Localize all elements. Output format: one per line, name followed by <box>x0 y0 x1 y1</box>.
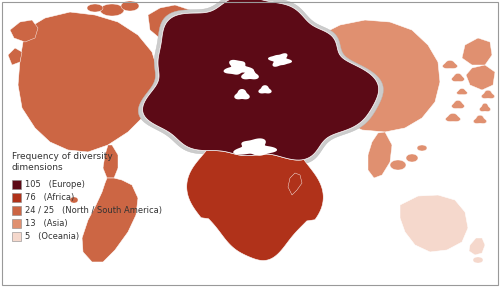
Polygon shape <box>10 20 38 42</box>
Polygon shape <box>82 178 138 262</box>
Polygon shape <box>138 0 384 164</box>
Polygon shape <box>18 12 158 152</box>
Text: 76   (Africa): 76 (Africa) <box>25 193 74 202</box>
Polygon shape <box>241 69 259 79</box>
Polygon shape <box>318 20 440 132</box>
Polygon shape <box>473 257 483 263</box>
Polygon shape <box>446 113 460 121</box>
Polygon shape <box>233 138 277 156</box>
Polygon shape <box>466 65 495 90</box>
Polygon shape <box>224 60 254 75</box>
Text: 105   (Europe): 105 (Europe) <box>25 180 85 189</box>
Polygon shape <box>456 89 468 95</box>
Polygon shape <box>100 4 124 16</box>
Polygon shape <box>234 89 250 99</box>
Polygon shape <box>417 145 427 151</box>
Polygon shape <box>87 4 103 12</box>
Polygon shape <box>480 103 490 111</box>
Polygon shape <box>442 60 458 69</box>
Text: 24 / 25   (North / South America): 24 / 25 (North / South America) <box>25 206 162 215</box>
Bar <box>12 219 21 228</box>
Polygon shape <box>452 100 464 108</box>
Polygon shape <box>258 85 272 94</box>
Polygon shape <box>368 132 392 178</box>
Polygon shape <box>70 197 78 203</box>
Text: Frequency of diversity
dimensions: Frequency of diversity dimensions <box>12 152 113 172</box>
Polygon shape <box>400 195 468 252</box>
Polygon shape <box>186 123 324 261</box>
Polygon shape <box>121 1 139 11</box>
Bar <box>12 193 21 202</box>
Polygon shape <box>288 173 302 195</box>
Polygon shape <box>148 5 198 42</box>
Polygon shape <box>406 154 418 162</box>
Polygon shape <box>103 145 118 178</box>
Polygon shape <box>462 38 492 65</box>
Bar <box>12 232 21 241</box>
Text: 5   (Oceania): 5 (Oceania) <box>25 232 79 241</box>
Polygon shape <box>268 53 292 67</box>
Polygon shape <box>142 0 378 160</box>
Polygon shape <box>469 238 485 255</box>
Polygon shape <box>474 115 486 123</box>
Bar <box>12 180 21 189</box>
Polygon shape <box>482 90 494 98</box>
Polygon shape <box>142 0 378 160</box>
Bar <box>12 206 21 215</box>
Polygon shape <box>452 73 464 82</box>
Text: 13   (Asia): 13 (Asia) <box>25 219 68 228</box>
Polygon shape <box>390 160 406 170</box>
Polygon shape <box>8 48 22 65</box>
